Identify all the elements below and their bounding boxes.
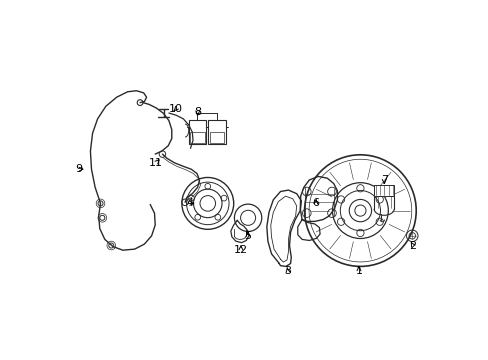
Bar <box>208 120 225 144</box>
Text: 3: 3 <box>284 266 291 276</box>
Text: 10: 10 <box>169 104 183 114</box>
Text: 5: 5 <box>244 231 251 241</box>
Text: 7: 7 <box>380 175 387 185</box>
Text: 1: 1 <box>355 266 362 276</box>
Bar <box>188 120 205 144</box>
Bar <box>209 131 224 143</box>
Text: 2: 2 <box>408 240 416 251</box>
Text: 6: 6 <box>312 198 319 208</box>
Text: 4: 4 <box>186 198 193 208</box>
Text: 12: 12 <box>233 245 247 255</box>
Text: 9: 9 <box>75 164 82 174</box>
Text: 11: 11 <box>149 158 163 168</box>
Text: 8: 8 <box>194 107 201 117</box>
Bar <box>190 131 204 143</box>
Bar <box>373 185 393 196</box>
